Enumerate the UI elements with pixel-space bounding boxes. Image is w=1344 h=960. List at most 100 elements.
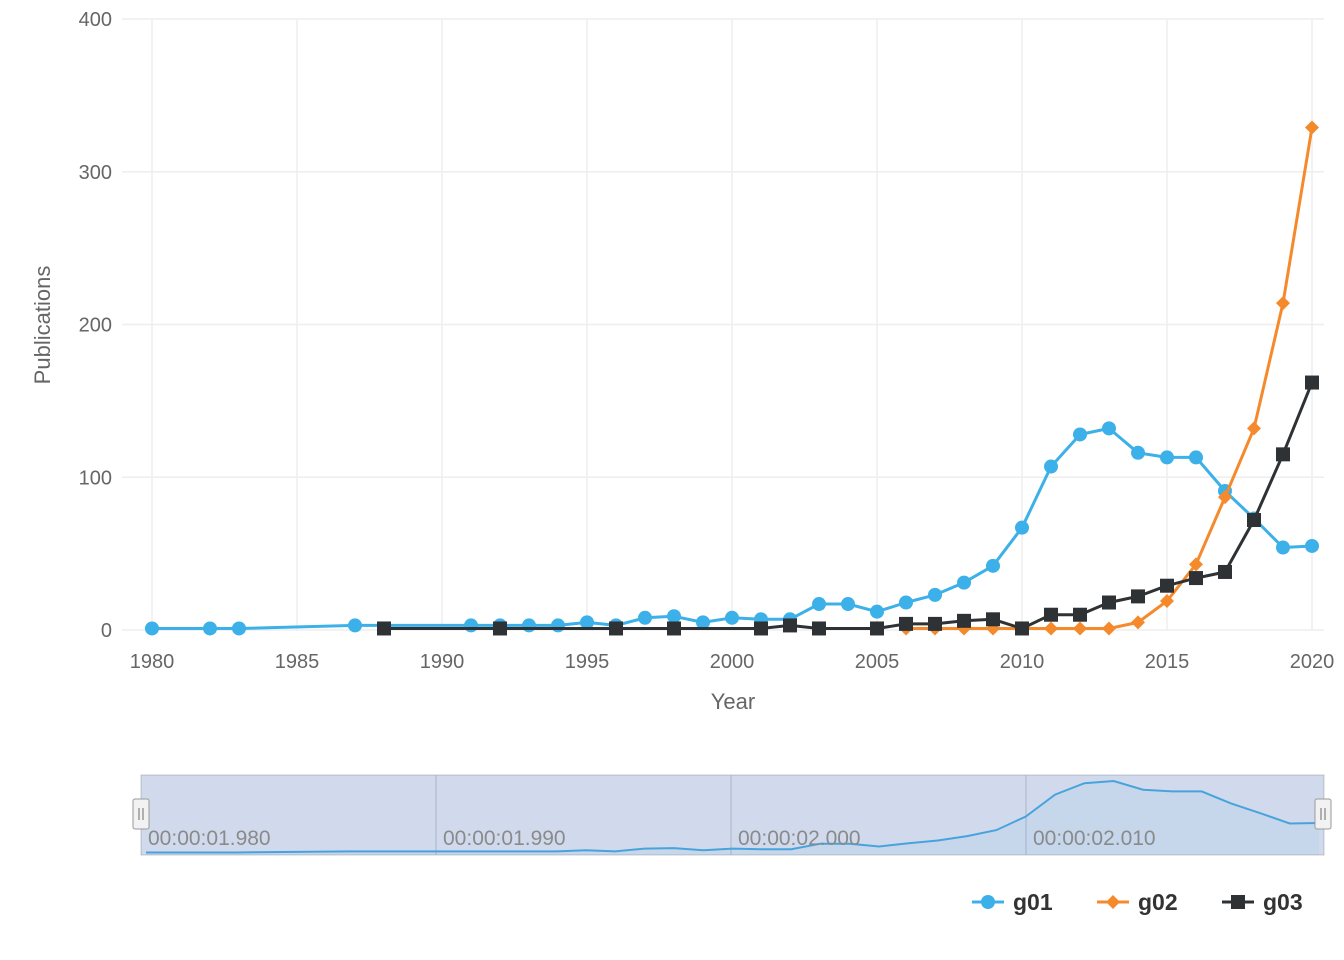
navigator-labels: 00:00:01.980 00:00:01.990 00:00:02.000 00:0…	[148, 827, 1156, 850]
data-point	[986, 612, 1000, 627]
data-point	[1276, 296, 1290, 311]
data-point	[841, 597, 855, 612]
navigator[interactable]: 00:00:01.980 00:00:01.990 00:00:02.000 00:0…	[132, 774, 1332, 856]
y-axis-ticks: 0 100 200 300 400	[79, 9, 112, 642]
x-tick-label: 1990	[420, 651, 465, 673]
grid-lines	[122, 18, 1324, 631]
data-point	[981, 895, 995, 909]
data-point	[1189, 571, 1203, 586]
data-point	[1102, 621, 1116, 636]
data-point	[551, 618, 565, 633]
data-point	[1102, 595, 1116, 610]
navigator-grid	[435, 775, 1027, 855]
x-tick-label: 2000	[710, 651, 755, 673]
data-point	[667, 621, 681, 636]
data-point	[609, 621, 623, 636]
data-point	[522, 618, 536, 633]
data-point	[1044, 459, 1058, 474]
data-point	[1247, 513, 1261, 528]
navigator-left-handle[interactable]	[132, 798, 150, 830]
data-point	[957, 613, 971, 628]
data-point	[1073, 427, 1087, 442]
data-point	[812, 621, 826, 636]
data-point	[1305, 375, 1319, 390]
data-point	[928, 616, 942, 631]
x-tick-label: 2005	[855, 651, 900, 673]
navigator-label: 00:00:02.000	[738, 827, 861, 850]
x-tick-label: 2020	[1290, 651, 1335, 673]
data-point	[1106, 895, 1120, 909]
y-axis-title: Publications	[30, 266, 55, 385]
data-point	[580, 615, 594, 630]
x-tick-label: 1980	[130, 651, 175, 673]
data-point	[754, 621, 768, 636]
data-point	[1276, 447, 1290, 462]
data-point	[783, 618, 797, 633]
data-point	[1231, 895, 1245, 909]
navigator-label: 00:00:01.990	[443, 827, 566, 850]
data-point	[1305, 120, 1319, 135]
x-axis-title: Year	[711, 689, 755, 714]
data-point	[232, 621, 246, 636]
data-point	[1218, 564, 1232, 579]
data-point	[1073, 607, 1087, 622]
navigator-line	[146, 779, 1320, 854]
x-tick-label: 1995	[565, 651, 610, 673]
data-point	[1218, 490, 1232, 505]
data-point	[1015, 621, 1029, 636]
data-point	[1189, 450, 1203, 465]
data-point	[899, 595, 913, 610]
data-point	[870, 604, 884, 619]
data-point	[1276, 540, 1290, 555]
data-point	[638, 610, 652, 625]
data-point	[1073, 621, 1087, 636]
x-tick-label: 2015	[1145, 651, 1190, 673]
data-point	[1160, 450, 1174, 465]
data-point	[667, 609, 681, 624]
navigator-area	[146, 781, 1319, 855]
navigator-background	[140, 774, 1325, 856]
legend-item-g02: g02	[1097, 889, 1178, 915]
data-point	[1131, 445, 1145, 460]
x-tick-label: 1985	[275, 651, 320, 673]
data-point	[1160, 578, 1174, 593]
navigator-series	[146, 779, 1320, 855]
data-point	[986, 558, 1000, 573]
data-point	[957, 575, 971, 590]
data-point	[928, 587, 942, 602]
data-point	[1102, 421, 1116, 436]
data-point	[1160, 593, 1174, 608]
data-point	[725, 610, 739, 625]
series-g03	[377, 375, 1319, 636]
data-point	[696, 615, 710, 630]
series-line	[152, 426, 1313, 630]
x-axis-ticks: 1980 1985 1990 1995 2000 2005 2010 2015 2020	[130, 651, 1335, 673]
legend-item-g01: g01	[972, 889, 1053, 915]
y-tick-label: 300	[79, 162, 112, 184]
navigator-selection-mask[interactable]	[141, 775, 1324, 855]
data-point	[1131, 589, 1145, 604]
y-tick-label: 200	[79, 315, 112, 337]
plot-series	[145, 120, 1319, 636]
data-point	[1044, 607, 1058, 622]
legend-label: g02	[1138, 889, 1178, 915]
data-point	[348, 618, 362, 633]
y-tick-label: 400	[79, 9, 112, 31]
navigator-label: 00:00:02.010	[1033, 827, 1156, 850]
x-tick-label: 2010	[1000, 651, 1045, 673]
legend-item-g03: g03	[1222, 889, 1303, 915]
legend: g01 g02 g03	[972, 889, 1303, 915]
y-tick-label: 100	[79, 467, 112, 489]
data-point	[1131, 615, 1145, 630]
data-point	[464, 618, 478, 633]
data-point	[1305, 538, 1319, 553]
data-point	[493, 621, 507, 636]
data-point	[1247, 421, 1261, 436]
legend-label: g03	[1263, 889, 1303, 915]
data-point	[1015, 520, 1029, 535]
series-line	[906, 127, 1314, 630]
navigator-right-handle[interactable]	[1314, 798, 1332, 830]
data-point	[377, 621, 391, 636]
data-point	[1044, 621, 1058, 636]
